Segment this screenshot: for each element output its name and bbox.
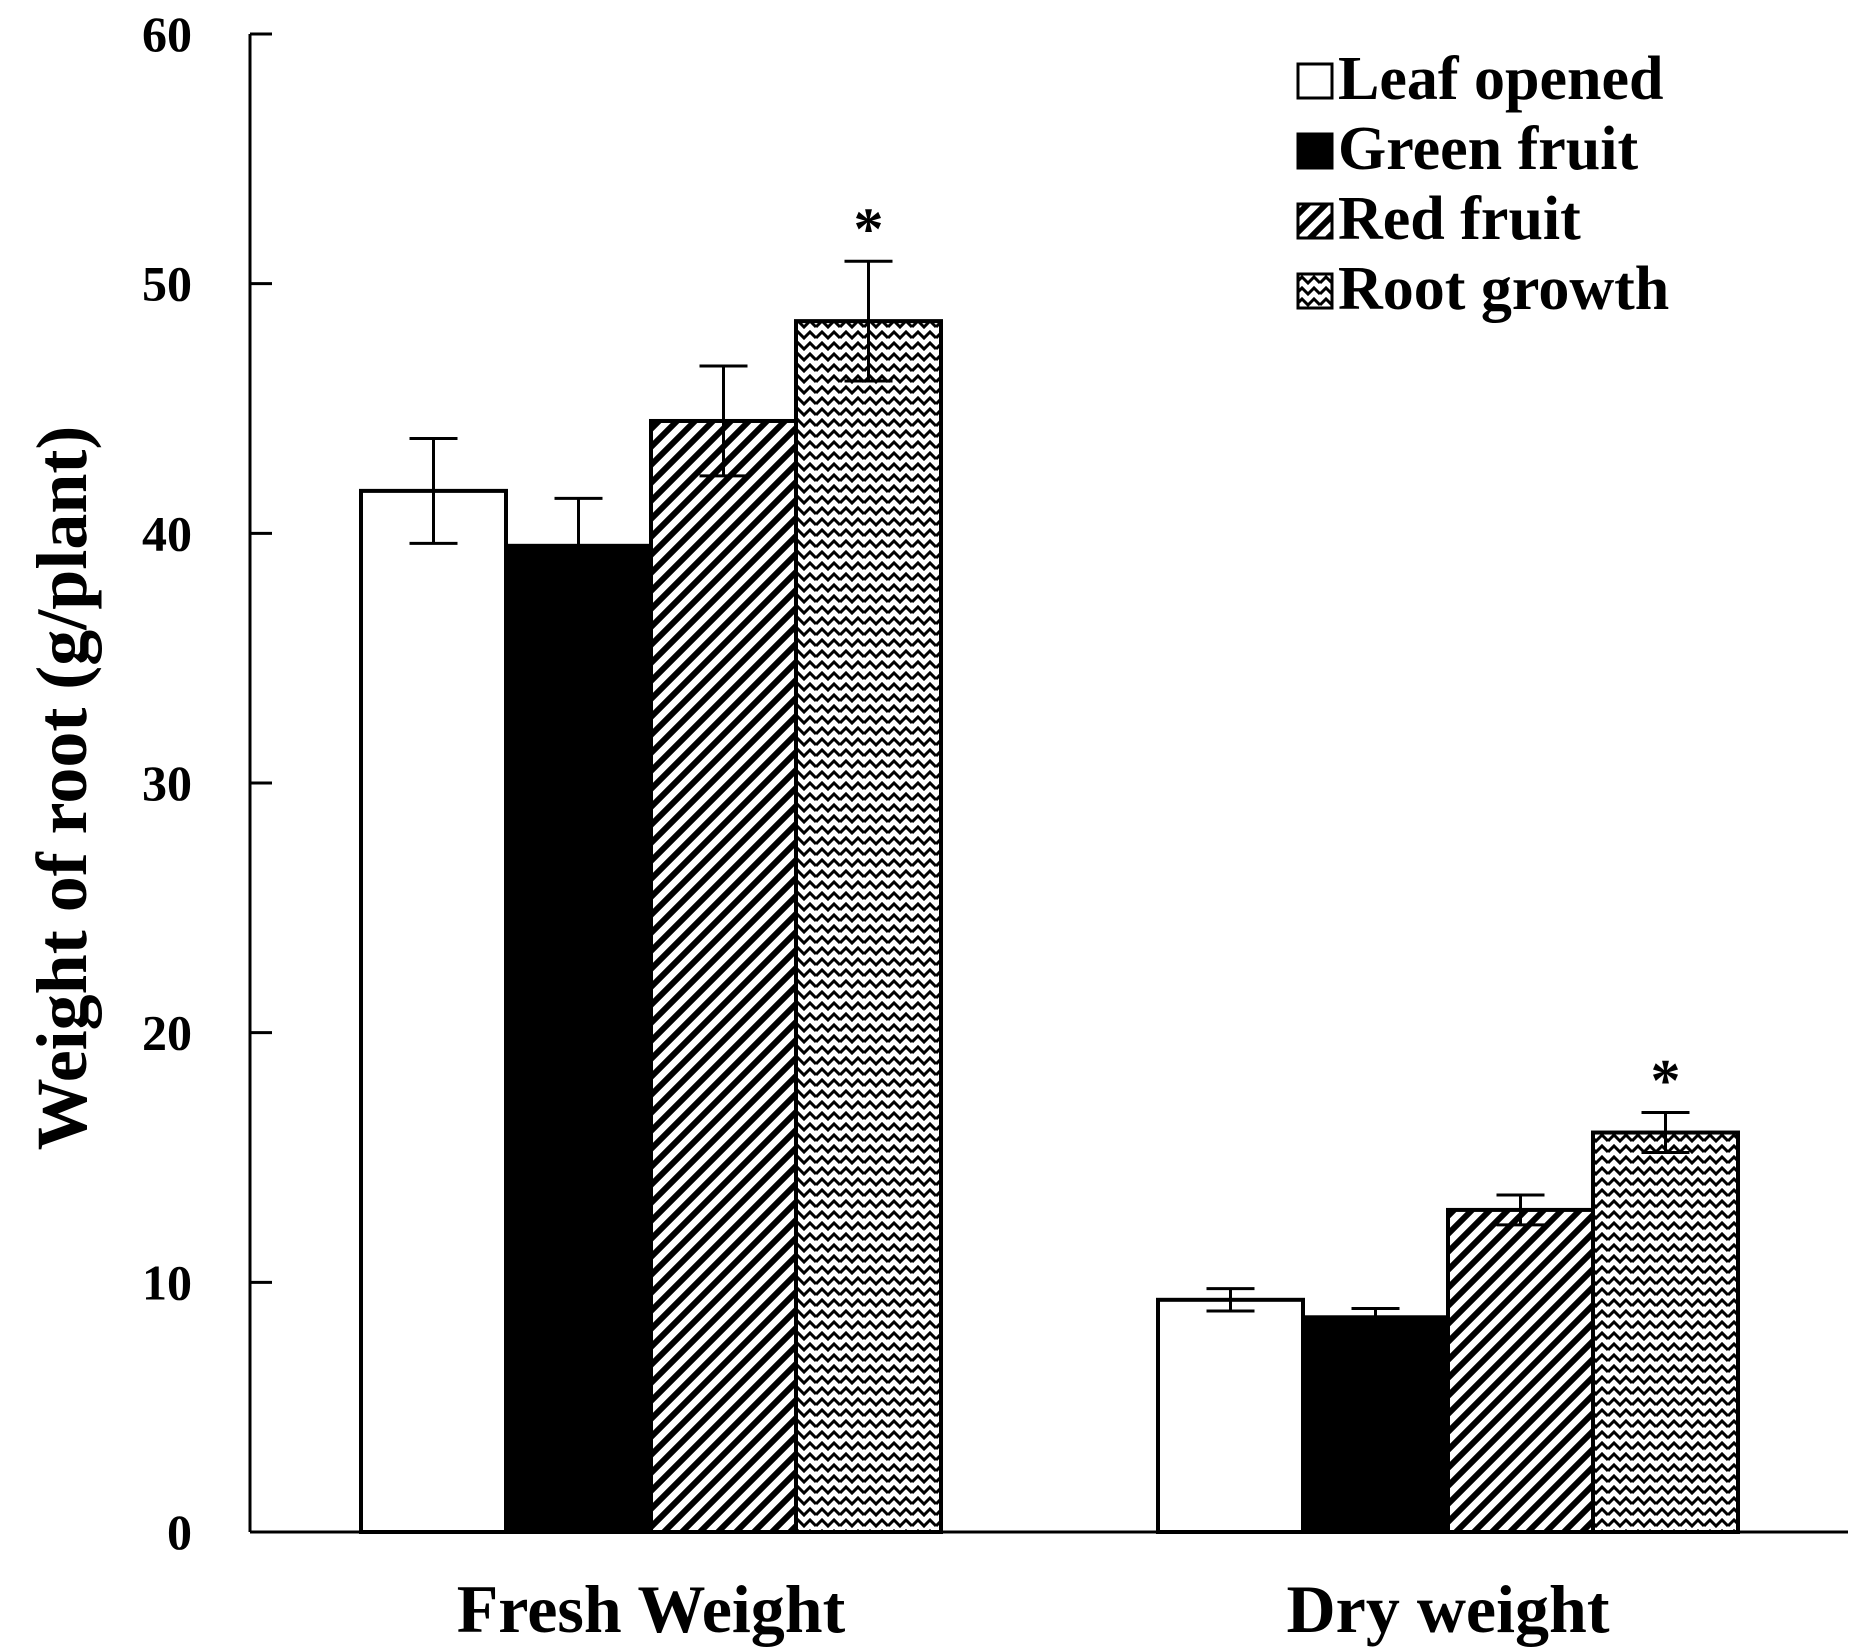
y-tick-label: 50 <box>142 256 192 312</box>
legend-swatch <box>1296 132 1334 170</box>
legend-swatch <box>1296 62 1334 100</box>
legend-swatch <box>1296 202 1334 240</box>
bar <box>794 319 943 1534</box>
y-tick-label: 0 <box>167 1504 192 1560</box>
bar <box>359 488 508 1534</box>
significance-marker: * <box>1651 1048 1681 1114</box>
bar <box>1156 1297 1305 1535</box>
legend-label: Red fruit <box>1338 185 1581 253</box>
y-tick-label: 60 <box>142 6 192 62</box>
bar <box>1446 1207 1595 1535</box>
y-tick-label: 10 <box>142 1254 192 1310</box>
x-category-label: Dry weight <box>1287 1571 1610 1647</box>
significance-marker: * <box>854 196 884 262</box>
y-axis-label: Weight of root (g/plant) <box>22 426 102 1151</box>
plot-area: 0 10 20 30 40 50 60 Weight of root (g/plant) * Fr… <box>22 6 1848 1647</box>
y-tick-label: 20 <box>142 1005 192 1061</box>
y-tick-label: 30 <box>142 755 192 811</box>
legend-label: Green fruit <box>1338 115 1639 183</box>
bar <box>1301 1315 1450 1534</box>
bar <box>504 543 653 1534</box>
x-category-label: Fresh Weight <box>457 1571 846 1647</box>
y-tick-label: 40 <box>142 505 192 561</box>
legend-label: Root growth <box>1338 255 1669 323</box>
legend-label: Leaf opened <box>1338 45 1664 113</box>
bar <box>1591 1130 1740 1534</box>
legend-swatch <box>1296 272 1334 310</box>
bar <box>649 418 798 1535</box>
